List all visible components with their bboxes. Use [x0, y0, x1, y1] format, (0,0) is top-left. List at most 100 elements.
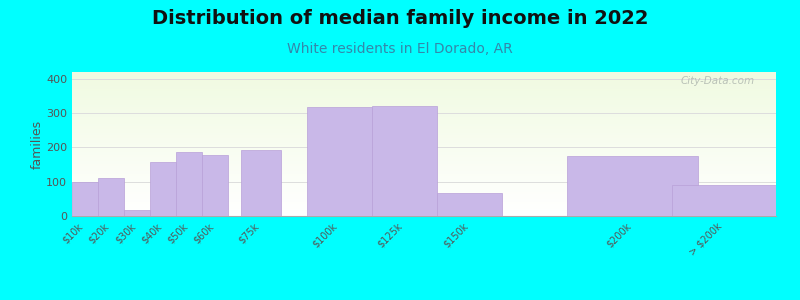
Bar — [72, 96, 776, 97]
Bar — [72, 196, 776, 197]
Bar — [72, 95, 776, 96]
Bar — [72, 206, 776, 209]
Bar — [72, 182, 776, 183]
Bar — [72, 176, 776, 178]
Bar — [72, 171, 776, 174]
Bar — [72, 82, 776, 84]
Bar — [72, 87, 776, 88]
Bar — [202, 155, 229, 216]
Bar — [72, 186, 776, 187]
Bar — [72, 97, 776, 98]
Bar — [72, 119, 776, 122]
Bar — [72, 86, 776, 88]
Bar — [72, 170, 776, 171]
Bar — [72, 179, 776, 180]
Bar — [72, 192, 776, 193]
Bar — [72, 125, 776, 127]
Bar — [72, 138, 776, 140]
Bar — [72, 103, 776, 104]
Bar — [72, 181, 776, 182]
Bar — [72, 196, 776, 199]
Bar — [72, 148, 776, 149]
Bar — [72, 119, 776, 120]
Bar — [150, 162, 176, 216]
Bar — [72, 117, 776, 118]
Bar — [72, 164, 776, 167]
Bar — [72, 170, 776, 172]
Bar — [72, 131, 776, 133]
Bar — [242, 150, 281, 216]
Bar — [72, 142, 776, 143]
Bar — [72, 124, 776, 125]
Bar — [72, 142, 776, 145]
Bar — [72, 91, 776, 92]
Bar — [72, 101, 776, 103]
Bar — [72, 137, 776, 138]
Bar — [72, 134, 776, 135]
Bar — [72, 180, 776, 181]
Bar — [72, 173, 776, 174]
Bar — [72, 182, 776, 184]
Bar — [72, 108, 776, 109]
Bar — [72, 175, 776, 176]
Bar — [72, 163, 776, 165]
Bar — [72, 193, 776, 196]
Bar — [72, 76, 776, 78]
Bar — [72, 89, 776, 90]
Bar — [72, 97, 776, 98]
Bar — [72, 92, 776, 93]
Bar — [72, 205, 776, 206]
Bar — [72, 133, 776, 134]
Bar — [72, 106, 776, 107]
Bar — [72, 98, 776, 100]
Bar — [72, 144, 776, 146]
Bar — [72, 117, 776, 118]
Bar — [72, 191, 776, 194]
Text: Distribution of median family income in 2022: Distribution of median family income in … — [152, 9, 648, 28]
Bar — [72, 167, 776, 168]
Bar — [72, 160, 776, 162]
Bar — [372, 106, 437, 216]
Bar — [72, 156, 776, 157]
Bar — [72, 112, 776, 114]
Bar — [72, 165, 776, 166]
Bar — [98, 178, 124, 216]
Bar — [72, 213, 776, 216]
Bar — [72, 150, 776, 151]
Bar — [72, 212, 776, 213]
Bar — [72, 78, 776, 79]
Bar — [72, 178, 776, 181]
Bar — [72, 138, 776, 139]
Bar — [72, 147, 776, 149]
Bar — [72, 151, 776, 152]
Bar — [72, 193, 776, 194]
Bar — [72, 212, 776, 214]
Bar — [72, 187, 776, 188]
Bar — [72, 102, 776, 103]
Y-axis label: families: families — [30, 119, 43, 169]
Bar — [72, 213, 776, 214]
Bar — [72, 188, 776, 189]
Bar — [72, 75, 776, 76]
Bar — [72, 155, 776, 158]
Bar — [72, 154, 776, 156]
Bar — [72, 163, 776, 164]
Bar — [72, 204, 776, 205]
Bar — [72, 209, 776, 210]
Bar — [72, 189, 776, 190]
Bar — [72, 177, 776, 178]
Bar — [72, 146, 776, 147]
Bar — [72, 141, 776, 143]
Bar — [72, 167, 776, 170]
Bar — [72, 105, 776, 106]
Bar — [72, 151, 776, 153]
Bar — [437, 193, 502, 216]
Bar — [72, 98, 776, 99]
Bar — [72, 126, 776, 127]
Bar — [72, 73, 776, 74]
Bar — [72, 99, 776, 101]
Bar — [72, 121, 776, 122]
Bar — [72, 187, 776, 190]
Bar — [72, 88, 776, 89]
Bar — [72, 113, 776, 114]
